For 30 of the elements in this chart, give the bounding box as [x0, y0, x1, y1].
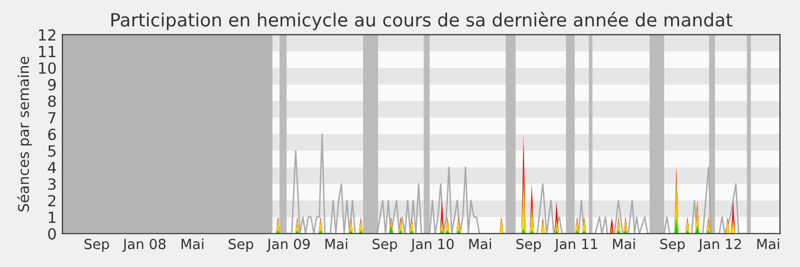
chart-title: Participation en hemicycle au cours de sa dernière année de mandat — [111, 12, 732, 30]
x-tick-label: Jan 10 — [410, 238, 454, 252]
x-tick-label: Sep — [372, 238, 398, 252]
x-tick-label: Sep — [228, 238, 254, 252]
y-tick-label: 0 — [48, 228, 56, 240]
y-axis-title: Séances par semaine — [17, 56, 32, 212]
x-tick-label: Jan 11 — [554, 238, 598, 252]
y-tick-label: 1 — [48, 212, 56, 223]
x-tick-label: Mai — [613, 238, 635, 250]
y-tick-label: 4 — [48, 162, 56, 174]
y-tick-label: 9 — [48, 78, 56, 90]
y-tick-label: 7 — [48, 112, 56, 124]
y-tick-label: 2 — [48, 194, 56, 206]
y-tick-label: 11 — [39, 46, 56, 58]
x-tick-label: Jan 09 — [266, 238, 310, 252]
y-tick-label: 8 — [48, 95, 56, 108]
x-tick-label: Sep — [660, 238, 685, 252]
y-tick-label: 3 — [48, 178, 56, 190]
x-tick-label: Jan 12 — [698, 238, 741, 252]
y-tick-label: 5 — [48, 145, 56, 157]
x-tick-label: Sep — [84, 238, 110, 252]
x-tick-label: Jan 08 — [122, 238, 166, 252]
x-tick-label: Mai — [757, 238, 780, 250]
x-tick-label: Mai — [325, 238, 348, 250]
x-tick-label: Mai — [469, 238, 491, 250]
x-tick-label: Sep — [516, 238, 541, 252]
x-tick-label: Mai — [182, 238, 204, 250]
y-tick-label: 10 — [39, 62, 56, 74]
y-tick-label: 6 — [48, 128, 56, 140]
y-tick-label: 12 — [39, 29, 56, 41]
